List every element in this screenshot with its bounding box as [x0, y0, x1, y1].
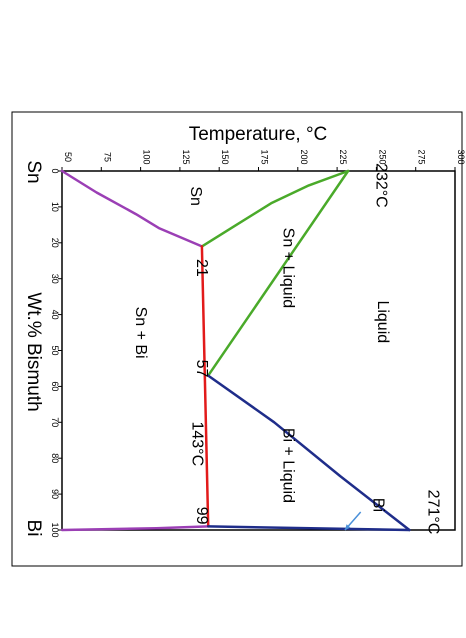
x-tick-label-8: 80 — [50, 453, 60, 463]
annotation-4: Bi + Liquid — [280, 428, 297, 503]
y-tick-label-7: 225 — [338, 149, 348, 164]
series-line-2 — [200, 169, 350, 248]
annotation-0: Sn — [187, 186, 204, 206]
x-tick-label-3: 30 — [50, 274, 60, 284]
x-tick-label-9: 90 — [50, 489, 60, 499]
x-tick-label-2: 20 — [50, 238, 60, 248]
annotation-group: Sn Sn + Liquid Liquid Sn + Bi Bi + Liquid Bi 2… — [132, 163, 441, 534]
y-tick-label-9: 275 — [417, 149, 427, 164]
y-tick-label-10: 300 — [456, 149, 466, 164]
figure-frame — [11, 111, 463, 567]
series-line-1 — [60, 525, 210, 532]
end-label-left: Sn — [23, 160, 44, 183]
pointer-arrow-head — [344, 524, 351, 530]
y-tick-label-5: 175 — [260, 149, 270, 164]
x-tick-label-1: 10 — [50, 202, 60, 212]
series-line-5 — [206, 374, 411, 532]
y-tick-label-8: 250 — [377, 149, 387, 164]
y-tick-label-2: 100 — [142, 149, 152, 164]
annotation-2: Liquid — [374, 300, 391, 343]
annotation-9: 57 — [193, 360, 210, 378]
y-tick-label-6: 200 — [299, 149, 309, 164]
x-tick-label-0: 0 — [50, 168, 60, 173]
y-tick-label-0: 50 — [63, 152, 73, 162]
annotation-7: 271°C — [424, 490, 441, 535]
y-tick-label-3: 125 — [181, 149, 191, 164]
annotation-10: 143°C — [189, 421, 206, 466]
series-line-3 — [206, 169, 350, 377]
end-label-right: Bi — [23, 520, 44, 537]
annotation-6: 232°C — [372, 163, 389, 208]
x-tick-label-5: 50 — [50, 345, 60, 355]
series-line-6 — [206, 525, 411, 532]
y-tick-label-1: 75 — [102, 152, 112, 162]
y-tick-label-4: 150 — [220, 149, 230, 164]
annotation-3: Sn + Bi — [132, 307, 149, 359]
series-group — [60, 169, 411, 532]
annotation-11: 99 — [193, 507, 210, 525]
series-line-0 — [60, 169, 204, 248]
x-tick-label-6: 60 — [50, 381, 60, 391]
x-tick-label-4: 40 — [50, 310, 60, 320]
chart-title: Temperature, °C — [189, 124, 328, 145]
series-line-4 — [200, 245, 210, 528]
x-axis-label: Wt.% Bismuth — [23, 292, 44, 411]
annotation-5: Bi — [369, 498, 386, 512]
plot-area — [61, 170, 456, 531]
x-tick-label-7: 70 — [50, 417, 60, 427]
annotation-1: Sn + Liquid — [280, 228, 297, 309]
x-tick-label-10: 100 — [50, 522, 60, 537]
annotation-8: 21 — [193, 259, 210, 277]
axis-ticks: 50 75 100 125 150 175 200 225 250 275 300 0 10 20 30 40… — [50, 149, 466, 537]
